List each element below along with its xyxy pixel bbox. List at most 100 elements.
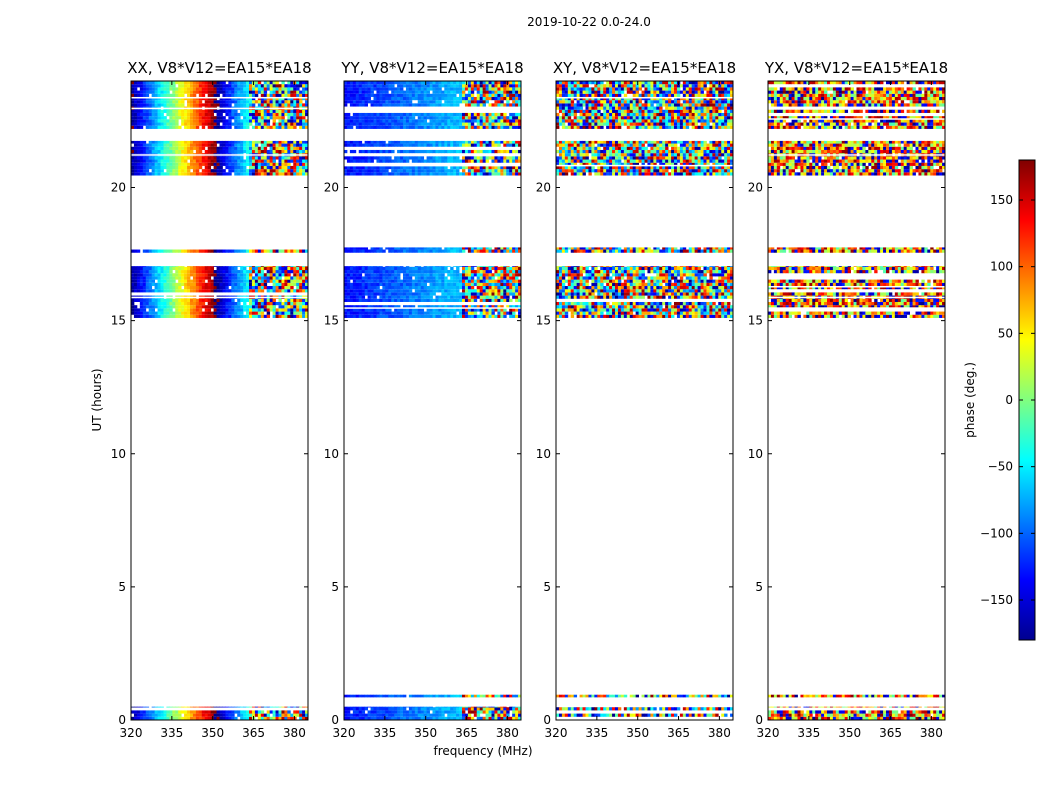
heatmap-cell [237,90,241,94]
heatmap-cell [216,270,220,274]
heatmap-cell [160,308,164,312]
heatmap-cell [222,266,226,267]
heatmap-cell [281,93,285,97]
heatmap-cell [131,156,135,160]
heatmap-cell [346,289,351,293]
heatmap-cell [429,305,433,309]
heatmap-cell [485,273,489,277]
heatmap-cell [464,314,469,318]
heatmap-cell [385,713,389,717]
heatmap-cell [204,273,209,277]
heatmap-cell [154,169,158,173]
heatmap-cell [278,298,282,302]
heatmap-cell [243,109,247,113]
heatmap-cell [263,305,268,309]
heatmap-cell [278,116,282,120]
heatmap-cell [290,314,294,318]
heatmap-cell [234,716,238,720]
heatmap-cell [397,119,401,123]
heatmap-cell [133,266,138,267]
heatmap-cell [198,249,203,253]
heatmap-cell [450,286,454,290]
heatmap-cell [210,122,214,126]
heatmap-cell [243,81,247,85]
heatmap-cell [473,273,478,277]
heatmap-cell [249,87,253,91]
heatmap-cell [370,289,374,293]
heatmap-cell [346,172,351,176]
heatmap-cell [243,305,247,309]
heatmap-cell [178,249,182,253]
heatmap-cell [131,96,135,101]
heatmap-cell [346,247,351,250]
heatmap-cell [497,159,501,163]
heatmap-cell [139,301,144,306]
heatmap-cell [414,295,419,299]
heatmap-cell [154,100,158,104]
heatmap-cell [506,270,510,274]
heatmap-cell [432,266,436,271]
heatmap-cell [257,149,262,154]
heatmap-cell [391,159,395,163]
heatmap-cell [157,149,161,154]
heatmap-cell [429,713,433,717]
heatmap-cell [219,96,223,101]
heatmap-cell [364,286,368,290]
heatmap-cell [352,706,357,708]
heatmap-cell [136,314,141,318]
heatmap-cell [462,311,466,315]
heatmap-cell [175,273,179,277]
heatmap-cell [382,249,386,253]
heatmap-cell [213,165,217,170]
heatmap-cell [491,165,495,170]
heatmap-cell [190,81,194,85]
heatmap-cell [462,112,466,117]
heatmap-cell [491,286,495,290]
heatmap-cell [178,308,182,312]
heatmap-cell [281,125,285,129]
heatmap-cell [163,289,167,293]
heatmap-cell [379,289,383,293]
heatmap-cell [432,266,436,267]
flag-gap [131,296,308,299]
heatmap-cell [376,172,380,176]
heatmap-cell [201,249,206,253]
heatmap-cell [444,295,448,299]
heatmap-cell [139,159,144,163]
heatmap-cell [423,112,427,117]
heatmap-cell [234,96,238,101]
heatmap-cell [225,146,229,150]
heatmap-cell [349,149,354,154]
heatmap-cell [459,276,463,280]
heatmap-cell [358,143,363,147]
heatmap-cell [506,266,510,271]
heatmap-cell [467,249,472,253]
heatmap-cell [249,716,253,720]
heatmap-cell [133,706,138,708]
heatmap-cell [403,305,407,309]
heatmap-cell [429,314,433,318]
heatmap-cell [163,305,167,309]
heatmap-cell [260,119,265,123]
heatmap-cell [438,112,442,117]
heatmap-cell [405,116,410,120]
heatmap-cell [394,125,398,129]
heatmap-cell [403,276,407,280]
heatmap-cell [163,140,167,144]
heatmap-cell [506,172,510,176]
heatmap-cell [352,694,357,698]
heatmap-cell [198,103,203,107]
heatmap-cell [491,156,495,160]
heatmap-cell [426,716,430,720]
heatmap-cell [473,311,478,315]
heatmap-cell [385,279,389,283]
heatmap-cell [293,87,297,91]
heatmap-cell [373,713,377,717]
heatmap-cell [287,103,291,107]
heatmap-cell [251,96,256,101]
heatmap-cell [397,266,401,267]
heatmap-cell [187,96,191,101]
heatmap-cell [518,156,522,160]
heatmap-cell [272,249,276,253]
heatmap-cell [349,169,354,173]
